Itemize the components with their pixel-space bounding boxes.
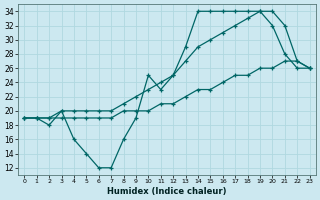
X-axis label: Humidex (Indice chaleur): Humidex (Indice chaleur) [107,187,227,196]
